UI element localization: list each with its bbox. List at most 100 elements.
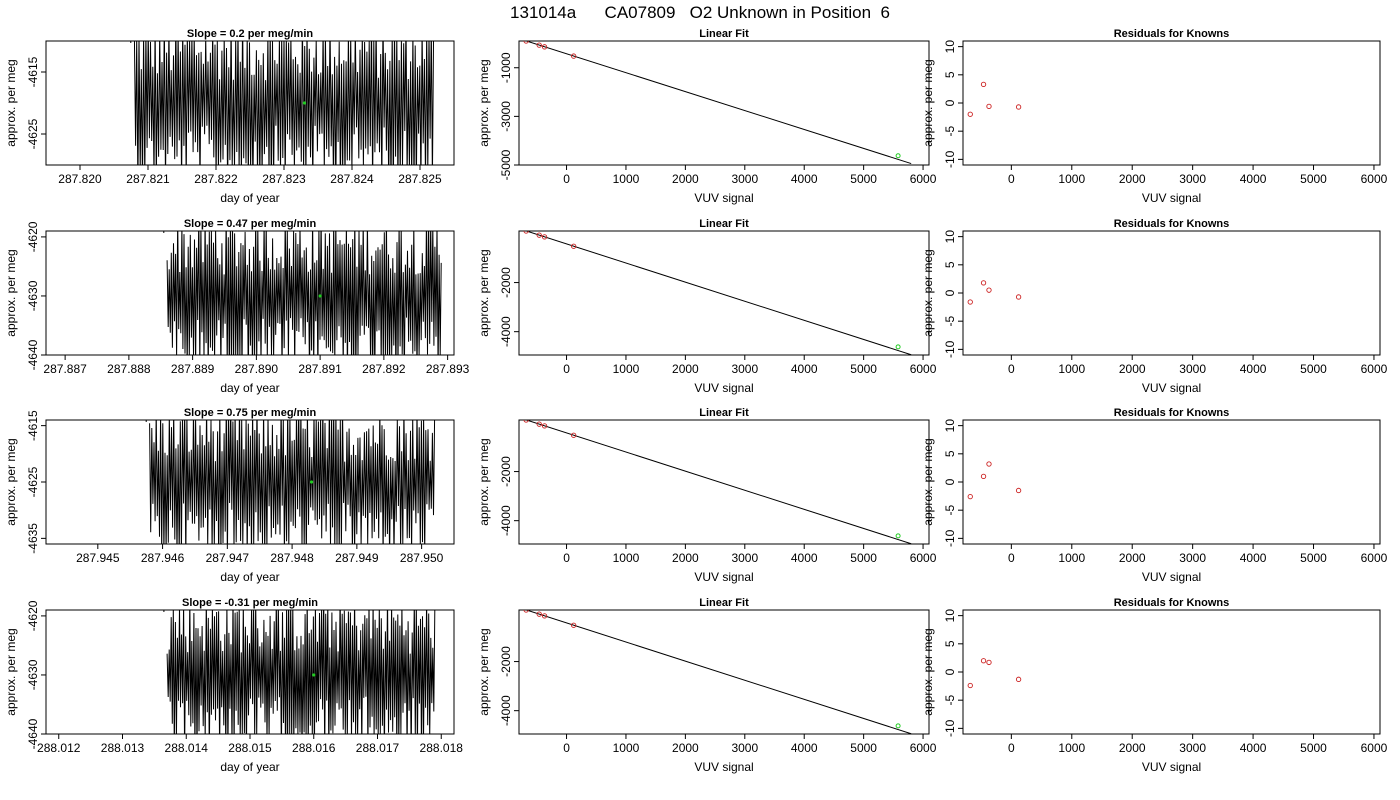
known-point xyxy=(571,53,577,59)
y-tick-label: -10 xyxy=(943,529,957,547)
x-tick-label: 6000 xyxy=(1361,362,1388,376)
y-tick-label: -4625 xyxy=(26,466,40,497)
y-axis: -10 -5 0 5 10 xyxy=(943,40,964,168)
x-tick-label: 287.950 xyxy=(400,551,444,565)
x-axis: 0 1000 2000 3000 4000 5000 6000 xyxy=(1008,354,1388,376)
y-axis-label: approx. per meg xyxy=(4,628,18,715)
plot-frame xyxy=(518,40,930,166)
x-tick-label: 0 xyxy=(1008,172,1015,186)
plot-frame xyxy=(518,419,930,545)
x-tick-label: 2000 xyxy=(1119,741,1146,755)
y-tick-label: 0 xyxy=(943,99,957,106)
plot-frame xyxy=(45,230,455,356)
x-tick-label: 5000 xyxy=(850,172,877,186)
y-axis-label: approx. per meg xyxy=(477,438,491,525)
x-tick-label: 287.890 xyxy=(235,362,279,376)
known-point xyxy=(523,610,529,613)
y-tick-label: -4640 xyxy=(26,339,40,370)
plot-data xyxy=(163,610,436,734)
x-tick-label: 288.013 xyxy=(101,741,145,755)
panel-title: Residuals for Knowns xyxy=(1114,218,1230,230)
known-point xyxy=(536,42,542,48)
panel-fit-row-2: Linear Fit 0 1000 2000 3000 4000 5000 6000 -2000… xyxy=(477,218,937,395)
y-tick-label: 5 xyxy=(943,261,957,268)
y-tick-label: 0 xyxy=(943,668,957,675)
y-tick-label: 5 xyxy=(943,640,957,647)
plot-data xyxy=(523,420,912,544)
x-axis: 0 1000 2000 3000 4000 5000 6000 xyxy=(1008,543,1388,565)
panel-fit-row-4: Linear Fit 0 1000 2000 3000 4000 5000 6000 -2000… xyxy=(477,597,937,774)
x-tick-label: 6000 xyxy=(910,362,937,376)
y-tick-label: -4615 xyxy=(26,410,40,441)
x-tick-label: 287.947 xyxy=(206,551,250,565)
y-tick-label: -5000 xyxy=(499,149,513,180)
y-axis-label: approx. per meg xyxy=(4,438,18,525)
y-axis-label: approx. per meg xyxy=(477,59,491,146)
main-title: 131014a CA07809 O2 Unknown in Position 6 xyxy=(510,3,890,22)
x-tick-label: 6000 xyxy=(1361,551,1388,565)
plot-frame xyxy=(962,419,1381,545)
x-tick-label: 287.889 xyxy=(171,362,215,376)
x-tick-label: 287.892 xyxy=(362,362,406,376)
y-tick-label: 10 xyxy=(943,230,957,244)
plot-frame xyxy=(45,609,455,735)
y-tick-label: 5 xyxy=(943,71,957,78)
y-axis: -2000 -4000 xyxy=(499,456,520,536)
residual-point xyxy=(986,659,992,666)
residual-point xyxy=(986,461,992,467)
x-axis: 0 1000 2000 3000 4000 5000 6000 xyxy=(1008,733,1388,755)
y-tick-label: -5 xyxy=(943,695,957,706)
panel-title: Linear Fit xyxy=(699,597,749,609)
y-axis: -10 -5 0 5 10 xyxy=(943,419,964,547)
y-axis: -4620 -4630 -4640 xyxy=(26,221,47,370)
panel-fit-row-1: Linear Fit 0 1000 2000 3000 4000 5000 6000 -1000… xyxy=(477,28,937,205)
residual-point xyxy=(986,103,992,110)
residual-point xyxy=(1015,104,1022,110)
y-tick-label: -4635 xyxy=(26,523,40,554)
x-tick-label: 6000 xyxy=(1361,172,1388,186)
panel-title: Linear Fit xyxy=(699,28,749,40)
x-tick-label: 0 xyxy=(1008,362,1015,376)
fit-line xyxy=(524,610,912,734)
y-axis-label: approx. per meg xyxy=(477,249,491,336)
y-tick-label: -2000 xyxy=(499,456,513,487)
x-tick-label: 288.014 xyxy=(165,741,209,755)
x-tick-label: 4000 xyxy=(791,741,818,755)
unknown-point xyxy=(895,723,901,729)
y-tick-label: -4000 xyxy=(499,316,513,347)
x-tick-label: 6000 xyxy=(910,551,937,565)
x-axis-label: VUV signal xyxy=(1142,191,1201,205)
x-axis-label: VUV signal xyxy=(694,191,753,205)
plot-frame xyxy=(962,609,1381,735)
x-tick-label: 4000 xyxy=(1240,741,1267,755)
y-tick-label: -2000 xyxy=(499,267,513,298)
x-tick-label: 288.015 xyxy=(228,741,272,755)
panel-title: Residuals for Knowns xyxy=(1114,407,1230,419)
x-tick-label: 1000 xyxy=(613,741,640,755)
known-point xyxy=(536,421,542,427)
x-tick-label: 6000 xyxy=(910,172,937,186)
x-axis: 0 1000 2000 3000 4000 5000 6000 xyxy=(1008,164,1388,186)
y-tick-label: 10 xyxy=(943,419,957,433)
y-axis: -4620 -4630 -4640 xyxy=(26,600,47,749)
x-tick-label: 1000 xyxy=(1058,551,1085,565)
x-tick-label: 1000 xyxy=(613,362,640,376)
residual-point xyxy=(980,658,987,664)
x-axis: 287.887 287.888 287.889 287.890 287.891 287.8… xyxy=(43,354,470,376)
y-tick-label: -4630 xyxy=(26,280,40,311)
x-tick-label: 5000 xyxy=(850,362,877,376)
x-tick-label: 2000 xyxy=(672,172,699,186)
plot-frame xyxy=(45,419,455,545)
x-tick-label: 288.016 xyxy=(292,741,336,755)
x-axis-label: day of year xyxy=(220,381,279,395)
known-point xyxy=(523,231,529,234)
plot-data xyxy=(523,610,912,734)
y-tick-label: -2000 xyxy=(499,646,513,677)
x-tick-label: 0 xyxy=(563,362,570,376)
x-tick-label: 3000 xyxy=(1179,172,1206,186)
y-tick-label: -5 xyxy=(943,316,957,327)
